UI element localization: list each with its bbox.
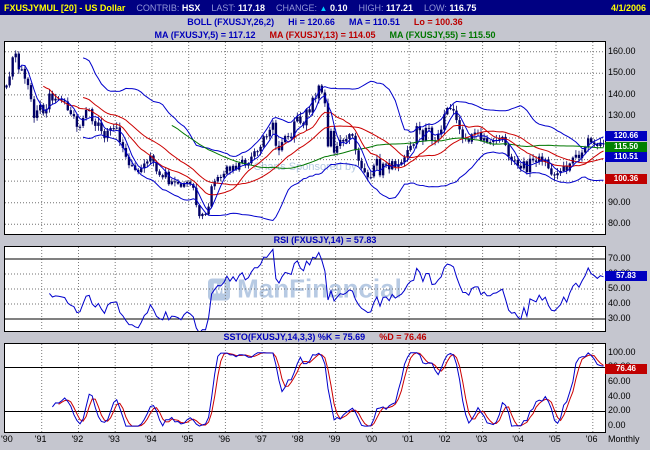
high-value: 117.21 — [386, 2, 414, 13]
axis-tick-label: 100.00 — [608, 346, 636, 357]
axis-tick-label: 60.00 — [608, 376, 631, 387]
year-label: '03 — [475, 434, 488, 444]
low-value: 116.75 — [449, 2, 477, 13]
up-arrow-icon: ▲ — [319, 3, 328, 13]
year-label: '04 — [512, 434, 525, 444]
low-field: LOW: 116.75 — [424, 3, 476, 13]
price-marker-badge: 100.36 — [605, 174, 647, 185]
rsi-chart-panel[interactable]: M ManFinancial — [4, 246, 606, 332]
ma5-value: MA (FXUSJY,5) = 117.12 — [154, 29, 256, 40]
ssto-k-title: SSTO(FXUSJY,14,3,3) %K = 75.69 — [223, 331, 366, 342]
change-value: 0.10 — [329, 2, 348, 13]
contrib-field: CONTRIB: HSX — [136, 3, 200, 13]
year-label: '93 — [108, 434, 120, 444]
symbol-title: FXUSJYMUL [20] - US Dollar — [4, 2, 126, 13]
axis-tick-label: 20.00 — [608, 405, 631, 416]
year-label: '99 — [328, 434, 341, 444]
ma13-value: MA (FXUSJY,13) = 114.05 — [269, 29, 376, 40]
year-label: '91 — [34, 434, 47, 444]
time-axis[interactable]: '90 '91 '92 '93 '94 '95 '96 '97 '98 '99 '00 '01 '02 '… — [0, 433, 650, 449]
axis-tick-label: 80.00 — [608, 218, 631, 229]
change-label: CHANGE: — [275, 2, 317, 13]
quote-date: 4/1/2006 — [610, 2, 646, 13]
price-chart-panel[interactable]: Charts Sponsored by — [4, 41, 606, 235]
ssto-chart[interactable] — [5, 344, 605, 432]
boll-name: BOLL (FXUSJY,26,2) — [187, 16, 275, 27]
year-label: '02 — [438, 434, 451, 444]
ssto-header-bar: SSTO(FXUSJY,14,3,3) %K = 75.69 %D = 76.4… — [0, 330, 650, 343]
ssto-d-title: %D = 76.46 — [379, 331, 427, 342]
low-label: LOW: — [424, 2, 447, 13]
axis-tick-label: 40.00 — [608, 298, 631, 308]
year-label: '00 — [365, 434, 378, 444]
year-label: '96 — [218, 434, 231, 444]
axis-tick-label: 70.00 — [608, 253, 631, 263]
contrib-label: CONTRIB: — [136, 2, 180, 13]
bollinger-legend-row: BOLL (FXUSJY,26,2) Hi = 120.66 MA = 110.… — [0, 15, 650, 28]
year-label: '94 — [144, 434, 157, 444]
year-label: '97 — [255, 434, 267, 444]
year-label: '90 — [1, 434, 13, 444]
axis-tick-label: 160.00 — [608, 45, 636, 56]
price-axis[interactable]: 160.00150.00140.00130.00120.00110.00100.… — [605, 41, 650, 233]
price-marker-badge: 115.50 — [605, 141, 647, 152]
axis-tick-label: 30.00 — [608, 313, 631, 323]
year-label: '95 — [181, 434, 194, 444]
high-label: HIGH: — [358, 2, 384, 13]
axis-tick-label: 50.00 — [608, 283, 631, 293]
moving-average-legend-row: MA (FXUSJY,5) = 117.12 MA (FXUSJY,13) = … — [0, 28, 650, 41]
year-label: '01 — [402, 434, 414, 444]
price-marker-badge: 120.66 — [605, 130, 647, 141]
axis-tick-label: 150.00 — [608, 67, 636, 78]
boll-ma-value: MA = 110.51 — [348, 16, 400, 27]
price-marker-badge: 110.51 — [605, 152, 647, 163]
last-field: LAST: 117.18 — [211, 3, 265, 13]
year-label: '05 — [549, 434, 561, 444]
high-field: HIGH: 117.21 — [358, 3, 413, 13]
candlestick-chart[interactable] — [5, 42, 605, 234]
rsi-title: RSI (FXUSJY,14) = 57.83 — [273, 234, 377, 245]
rsi-chart[interactable] — [5, 247, 605, 331]
last-label: LAST: — [211, 2, 236, 13]
axis-tick-label: 130.00 — [608, 110, 636, 121]
year-label: '06 — [585, 434, 598, 444]
axis-tick-label: 40.00 — [608, 390, 631, 401]
boll-hi-value: Hi = 120.66 — [288, 16, 335, 27]
axis-tick-label: 140.00 — [608, 88, 636, 99]
change-field: CHANGE: ▲ 0.10 — [276, 3, 348, 13]
year-label: '98 — [291, 434, 304, 444]
ma55-value: MA (FXUSJY,55) = 115.50 — [389, 29, 496, 40]
last-value: 117.18 — [237, 2, 265, 13]
ssto-chart-panel[interactable] — [4, 343, 606, 433]
price-marker-badge: 57.83 — [605, 271, 647, 282]
price-marker-badge: 76.46 — [605, 364, 647, 375]
axis-tick-label: 0.00 — [608, 420, 626, 431]
rsi-header-bar: RSI (FXUSJY,14) = 57.83 — [0, 233, 650, 246]
interval-label: Monthly — [608, 434, 640, 444]
quote-header-bar: FXUSJYMUL [20] - US Dollar CONTRIB: HSX … — [0, 0, 650, 15]
axis-tick-label: 90.00 — [608, 196, 631, 207]
year-label: '92 — [71, 434, 84, 444]
boll-lo-value: Lo = 100.36 — [413, 16, 463, 27]
contrib-value: HSX — [181, 2, 201, 13]
